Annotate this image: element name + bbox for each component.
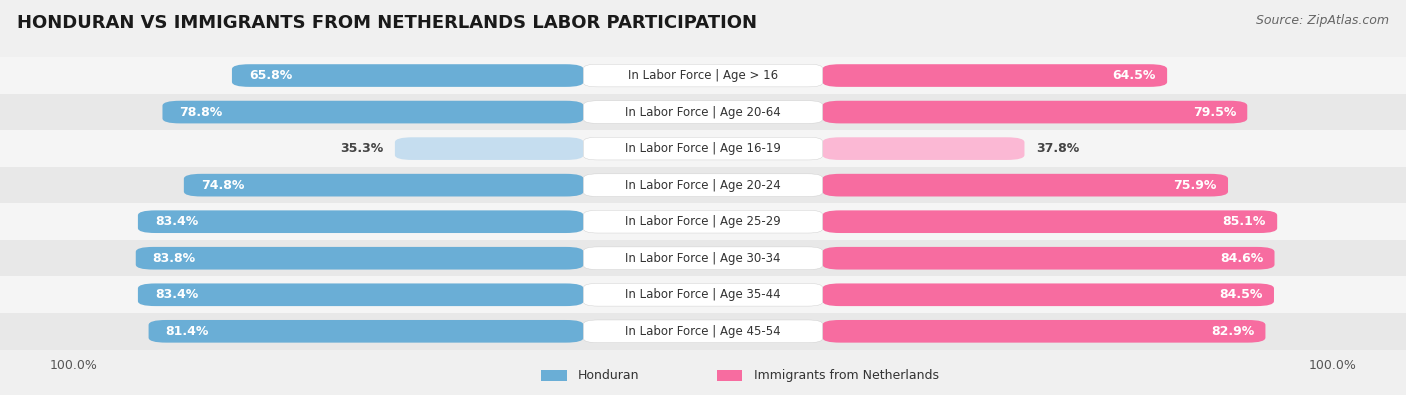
Text: 65.8%: 65.8% bbox=[249, 69, 292, 82]
Text: In Labor Force | Age 20-24: In Labor Force | Age 20-24 bbox=[626, 179, 780, 192]
FancyBboxPatch shape bbox=[823, 247, 1274, 269]
FancyBboxPatch shape bbox=[823, 320, 1265, 342]
Bar bbox=[0, 240, 1406, 276]
FancyBboxPatch shape bbox=[823, 101, 1247, 123]
Bar bbox=[0, 167, 1406, 203]
Text: Immigrants from Netherlands: Immigrants from Netherlands bbox=[754, 369, 939, 382]
Bar bbox=[0, 130, 1406, 167]
Text: In Labor Force | Age 16-19: In Labor Force | Age 16-19 bbox=[626, 142, 780, 155]
Text: 100.0%: 100.0% bbox=[49, 359, 97, 372]
Text: Honduran: Honduran bbox=[578, 369, 640, 382]
Bar bbox=[541, 370, 567, 381]
FancyBboxPatch shape bbox=[184, 174, 583, 196]
FancyBboxPatch shape bbox=[823, 174, 1227, 196]
FancyBboxPatch shape bbox=[583, 174, 823, 196]
Text: 83.8%: 83.8% bbox=[153, 252, 195, 265]
FancyBboxPatch shape bbox=[823, 64, 1167, 87]
FancyBboxPatch shape bbox=[138, 211, 583, 233]
FancyBboxPatch shape bbox=[583, 320, 823, 342]
Text: 100.0%: 100.0% bbox=[1309, 359, 1357, 372]
Bar bbox=[0, 94, 1406, 130]
FancyBboxPatch shape bbox=[583, 284, 823, 306]
Bar bbox=[0, 313, 1406, 350]
FancyBboxPatch shape bbox=[823, 284, 1274, 306]
FancyBboxPatch shape bbox=[138, 284, 583, 306]
FancyBboxPatch shape bbox=[583, 64, 823, 87]
Text: Source: ZipAtlas.com: Source: ZipAtlas.com bbox=[1256, 14, 1389, 27]
Text: In Labor Force | Age 30-34: In Labor Force | Age 30-34 bbox=[626, 252, 780, 265]
Text: 83.4%: 83.4% bbox=[155, 288, 198, 301]
FancyBboxPatch shape bbox=[583, 101, 823, 123]
FancyBboxPatch shape bbox=[395, 137, 583, 160]
Text: 37.8%: 37.8% bbox=[1036, 142, 1078, 155]
FancyBboxPatch shape bbox=[163, 101, 583, 123]
FancyBboxPatch shape bbox=[583, 247, 823, 269]
Text: In Labor Force | Age 20-64: In Labor Force | Age 20-64 bbox=[626, 105, 780, 118]
Text: 84.5%: 84.5% bbox=[1219, 288, 1263, 301]
Text: 82.9%: 82.9% bbox=[1211, 325, 1254, 338]
Text: 35.3%: 35.3% bbox=[340, 142, 384, 155]
FancyBboxPatch shape bbox=[149, 320, 583, 342]
Text: 78.8%: 78.8% bbox=[180, 105, 222, 118]
FancyBboxPatch shape bbox=[583, 137, 823, 160]
Text: 81.4%: 81.4% bbox=[166, 325, 209, 338]
FancyBboxPatch shape bbox=[583, 211, 823, 233]
Text: 64.5%: 64.5% bbox=[1112, 69, 1156, 82]
FancyBboxPatch shape bbox=[232, 64, 583, 87]
Text: 75.9%: 75.9% bbox=[1174, 179, 1216, 192]
FancyBboxPatch shape bbox=[823, 137, 1025, 160]
Bar bbox=[0, 57, 1406, 94]
Bar bbox=[0, 203, 1406, 240]
Text: HONDURAN VS IMMIGRANTS FROM NETHERLANDS LABOR PARTICIPATION: HONDURAN VS IMMIGRANTS FROM NETHERLANDS … bbox=[17, 14, 756, 32]
Bar bbox=[0, 276, 1406, 313]
FancyBboxPatch shape bbox=[136, 247, 583, 269]
FancyBboxPatch shape bbox=[823, 211, 1277, 233]
Text: In Labor Force | Age 45-54: In Labor Force | Age 45-54 bbox=[626, 325, 780, 338]
Text: In Labor Force | Age 25-29: In Labor Force | Age 25-29 bbox=[626, 215, 780, 228]
Bar bbox=[717, 370, 742, 381]
Text: 84.6%: 84.6% bbox=[1220, 252, 1263, 265]
Text: 83.4%: 83.4% bbox=[155, 215, 198, 228]
Text: In Labor Force | Age > 16: In Labor Force | Age > 16 bbox=[628, 69, 778, 82]
Text: 74.8%: 74.8% bbox=[201, 179, 245, 192]
Text: 79.5%: 79.5% bbox=[1192, 105, 1236, 118]
Text: 85.1%: 85.1% bbox=[1223, 215, 1265, 228]
Text: In Labor Force | Age 35-44: In Labor Force | Age 35-44 bbox=[626, 288, 780, 301]
